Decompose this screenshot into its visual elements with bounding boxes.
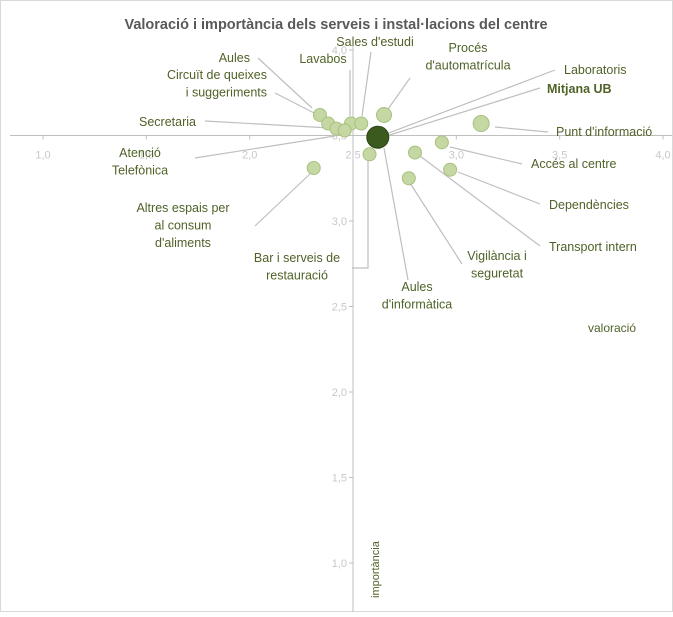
label-secretaria: Secretaria [139, 115, 196, 129]
label-line: Accés al centre [531, 157, 617, 171]
label-line: restauració [266, 269, 328, 283]
label-line: al consum [155, 219, 212, 233]
label-laboratoris: Laboratoris [564, 63, 627, 77]
label-line: Telefònica [112, 164, 168, 178]
label-transport-intern: Transport intern [549, 240, 637, 254]
point-punt-d-informacio [473, 116, 489, 132]
label-line: Mitjana UB [547, 82, 612, 96]
point-mitjana-ub [367, 126, 389, 148]
label-line: Secretaria [139, 115, 196, 129]
label-line: i suggeriments [186, 86, 267, 100]
label-line: Dependències [549, 198, 629, 212]
label-acces-al-centre: Accés al centre [531, 157, 617, 171]
point-bar-i-serveis-de-restauracio [363, 148, 376, 161]
label-line: Altres espais per [136, 201, 229, 215]
point-sales-d-estudi [355, 117, 368, 130]
y-tick-label: 3,0 [332, 216, 347, 228]
point-atencio-telefonica [338, 124, 351, 137]
label-aules: Aules [219, 51, 250, 65]
label-mitjana-ub: Mitjana UB [547, 82, 612, 96]
label-sales-d-estudi: Sales d'estudi [336, 35, 413, 49]
label-line: Circuït de queixes [167, 68, 267, 82]
point-altres-espais-per-al-consum-d-aliments [307, 161, 320, 174]
y-axis-title: importància [370, 540, 382, 598]
point-acces-al-centre [435, 136, 448, 149]
label-line: d'automatrícula [425, 59, 510, 73]
label-line: Lavabos [299, 52, 346, 66]
label-line: Procés [449, 41, 488, 55]
label-line: Laboratoris [564, 63, 627, 77]
label-dependencies: Dependències [549, 198, 629, 212]
x-tick-label: 2,5 [345, 150, 360, 162]
label-line: Aules [401, 280, 432, 294]
label-line: Bar i serveis de [254, 251, 340, 265]
x-tick-label: 1,0 [35, 150, 50, 162]
label-punt-d-informacio: Punt d'informació [556, 125, 652, 139]
label-lavabos: Lavabos [299, 52, 346, 66]
point-vigilancia-i-seguretat [402, 172, 415, 185]
label-line: seguretat [471, 267, 524, 281]
point-proces-d-automatricula [377, 107, 392, 122]
label-line: d'aliments [155, 236, 211, 250]
x-tick-label: 2,0 [242, 150, 257, 162]
y-tick-label: 2,0 [332, 387, 347, 399]
label-line: Vigilància i [467, 249, 527, 263]
label-line: d'informàtica [382, 298, 453, 312]
point-dependencies [444, 163, 457, 176]
y-tick-label: 1,0 [332, 558, 347, 570]
label-line: Transport intern [549, 240, 637, 254]
label-line: Atenció [119, 146, 161, 160]
y-tick-label: 1,5 [332, 473, 347, 485]
x-tick-label: 3,0 [449, 150, 464, 162]
label-line: Sales d'estudi [336, 35, 413, 49]
y-tick-label: 2,5 [332, 302, 347, 314]
x-tick-label: 4,0 [655, 150, 670, 162]
point-transport-intern [409, 146, 422, 159]
label-line: Punt d'informació [556, 125, 652, 139]
label-line: Aules [219, 51, 250, 65]
chart-title: Valoració i importància dels serveis i i… [124, 17, 547, 33]
x-axis-title: valoració [588, 321, 636, 335]
